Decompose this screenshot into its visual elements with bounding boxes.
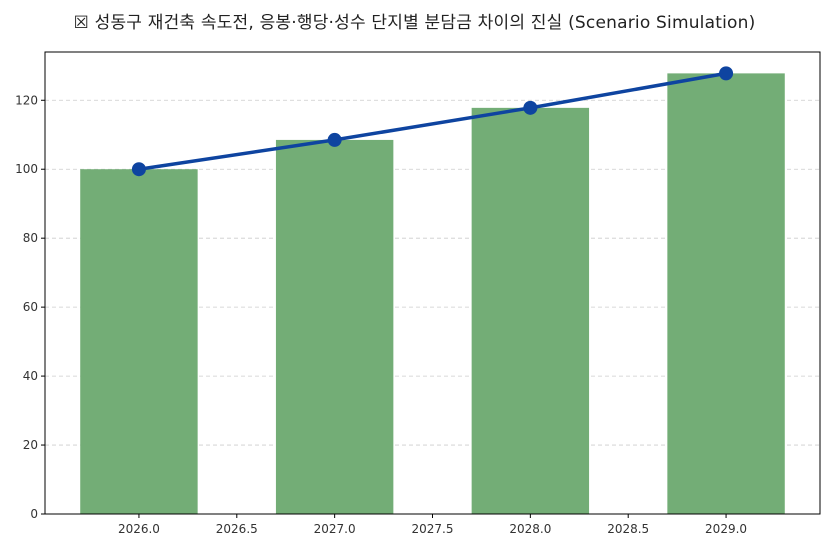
x-tick-label: 2028.0 <box>509 522 551 536</box>
line-series <box>131 66 734 177</box>
line-point <box>131 162 146 177</box>
y-tick-label: 40 <box>23 369 38 383</box>
x-tick-label: 2028.5 <box>607 522 649 536</box>
bar <box>667 73 785 514</box>
x-tick-label: 2027.0 <box>314 522 356 536</box>
line-point <box>327 132 342 147</box>
axis-ticks: 2026.0 2026.5 2027.0 2027.5 2028.0 2028.5 2029… <box>15 93 747 536</box>
chart-title: ☒ 성동구 재건축 속도전, 응봉·행당·성수 단지별 분담금 차이의 진실 (… <box>73 13 756 33</box>
y-tick-label: 0 <box>30 507 38 521</box>
x-tick-label: 2026.0 <box>118 522 160 536</box>
bar <box>80 169 198 514</box>
line-point <box>719 66 734 81</box>
y-tick-label: 20 <box>23 438 38 452</box>
bars <box>80 73 785 514</box>
y-tick-label: 100 <box>15 162 38 176</box>
x-tick-label: 2029.0 <box>705 522 747 536</box>
y-tick-label: 120 <box>15 93 38 107</box>
bar <box>471 107 590 514</box>
y-tick-label: 80 <box>23 231 38 245</box>
line-point <box>523 100 538 115</box>
series-line <box>138 71 727 171</box>
bar <box>275 139 394 514</box>
y-tick-label: 60 <box>23 300 38 314</box>
x-tick-label: 2026.5 <box>216 522 258 536</box>
x-tick-label: 2027.5 <box>412 522 454 536</box>
